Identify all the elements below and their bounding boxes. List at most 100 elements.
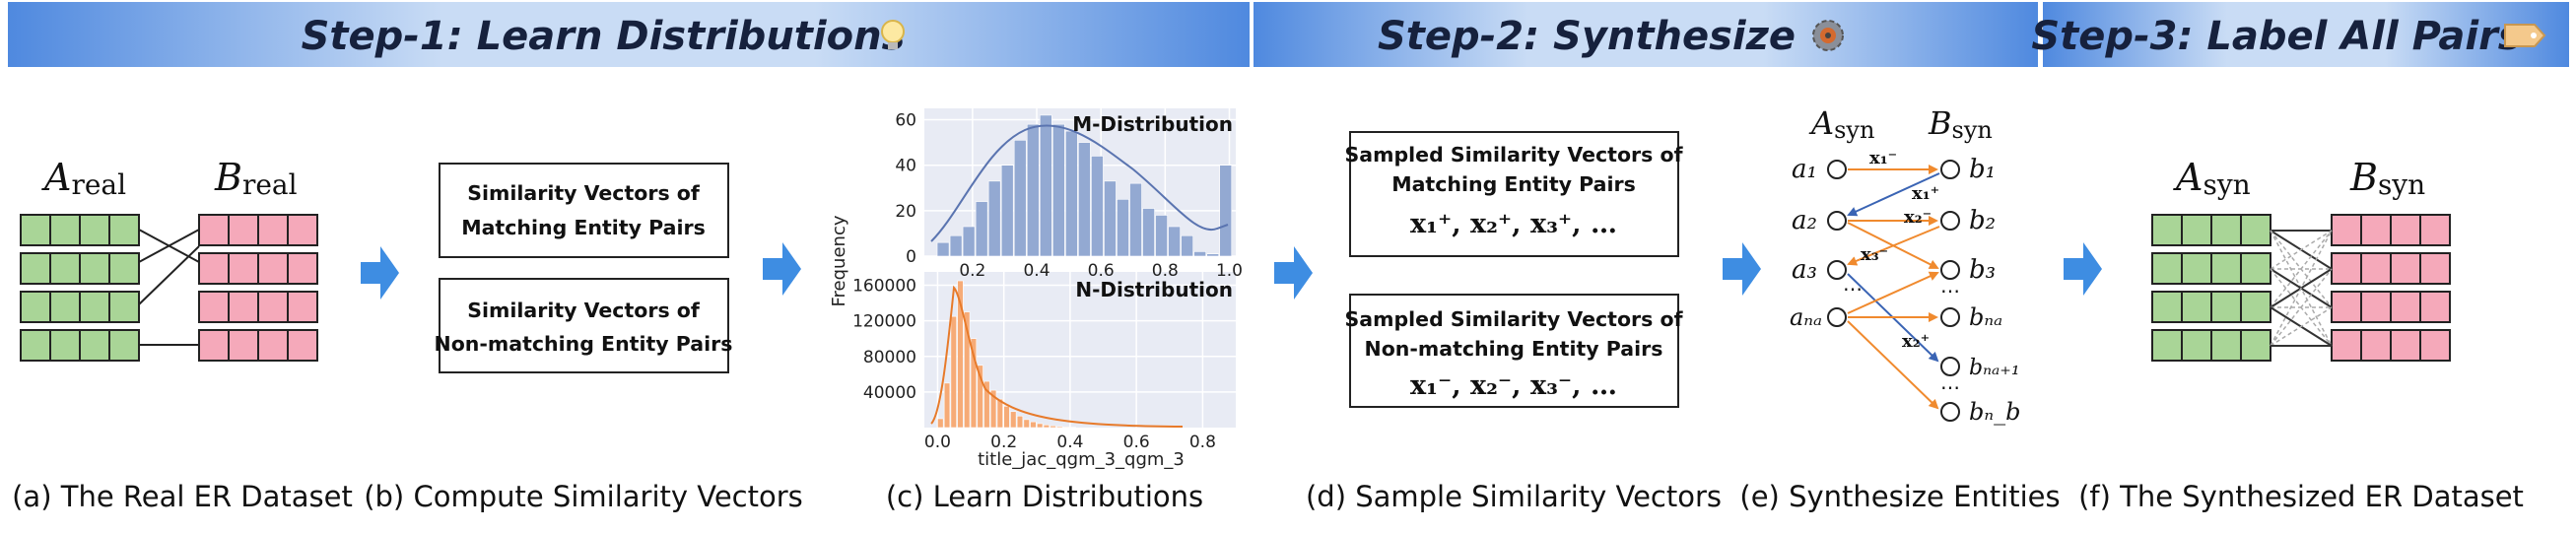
edge-ana-b3 <box>1847 271 1939 314</box>
table-a-syn-cell <box>2151 329 2183 362</box>
m-xtick: 0.2 <box>959 261 985 281</box>
table-b-real-cell <box>287 214 318 246</box>
node-b-ellipsis-1: ⋯ <box>1940 279 1960 302</box>
caption-f: (f) The Synthesized ER Dataset <box>2078 480 2524 513</box>
m-distribution-bar <box>1168 226 1181 257</box>
n-xaxis-label: title_jac_qgm_3_qgm_3 <box>978 449 1185 470</box>
sampled-nonmatching-line2: Non-matching Entity Pairs <box>1365 337 1663 361</box>
edge-label-x2-plus: x₂⁺ <box>1902 331 1930 352</box>
flow-arrow-ab <box>361 246 399 300</box>
n-distribution-bar <box>970 338 978 429</box>
n-distribution-bar <box>989 389 997 429</box>
table-b-real-cell <box>287 252 318 285</box>
a-syn-nodes: a₁ a₂ a₃ ⋯ aₙₐ <box>1790 155 1863 331</box>
table-b-real-cell <box>198 252 230 285</box>
table-a-real-cell <box>20 291 51 323</box>
edge-label-x3-minus: x₃⁻ <box>1861 244 1888 265</box>
table-a-syn-cell <box>2181 252 2212 285</box>
table-a-real-cell <box>49 252 81 285</box>
n-ytick: 40000 <box>863 383 916 403</box>
m-distribution-bars <box>936 114 1233 257</box>
m-distribution-bar <box>975 201 988 257</box>
flow-arrow-de <box>1723 242 1761 296</box>
m-distribution-bar <box>1129 182 1142 257</box>
m-distribution-bar <box>1181 234 1193 257</box>
table-a-syn-cell <box>2240 214 2271 246</box>
m-distribution-bar <box>1026 123 1040 257</box>
table-b-syn-cell <box>2390 252 2421 285</box>
table-b-real-label: Breal <box>214 156 298 201</box>
sampled-nonmatching-vectors: x₁⁻, x₂⁻, x₃⁻, … <box>1410 370 1617 401</box>
n-ytick: 80000 <box>863 348 916 367</box>
m-xtick: 0.8 <box>1152 261 1179 281</box>
table-a-real-cell <box>108 214 140 246</box>
table-a-real-cell <box>79 291 110 323</box>
n-xtick: 0.4 <box>1056 433 1083 452</box>
n-distribution-bar <box>1036 423 1044 429</box>
n-xtick: 0.0 <box>924 433 951 452</box>
table-a-real-cell <box>20 329 51 362</box>
n-distribution-bar <box>1016 415 1024 429</box>
node-bnb: bₙ_b <box>1969 398 2020 426</box>
n-distribution-bar <box>1030 421 1037 429</box>
edge-ana-bnb <box>1847 320 1939 410</box>
node-a3: a₃ <box>1792 255 1817 285</box>
node-bna1: bₙₐ₊₁ <box>1969 356 2020 380</box>
table-a-real-cell <box>108 329 140 362</box>
m-distribution-bar <box>1104 180 1117 257</box>
m-distribution-bar <box>1000 165 1014 257</box>
table-b-real-cell <box>257 291 289 323</box>
table-b-real-cell <box>287 329 318 362</box>
table-a-real-cell <box>20 214 51 246</box>
m-distribution-bar <box>949 234 963 257</box>
panel-c: Frequency M-Distribution N-Distribution … <box>829 108 1243 470</box>
caption-c: (c) Learn Distributions <box>886 480 1203 513</box>
table-a-syn <box>2151 214 2271 362</box>
table-a-syn-cell <box>2181 214 2212 246</box>
n-distribution-bar <box>1010 411 1017 429</box>
captions: (a) The Real ER Dataset (b) Compute Simi… <box>12 480 2524 513</box>
table-b-real-cell <box>228 214 259 246</box>
table-a-syn-cell <box>2181 291 2212 323</box>
table-b-syn-cell <box>2419 291 2451 323</box>
node-b-ellipsis-2: ⋯ <box>1940 375 1960 399</box>
flow-arrow-bc <box>763 242 801 296</box>
n-distribution-bar <box>977 365 983 429</box>
n-kde-curve <box>930 285 1184 428</box>
table-b-real-cell <box>228 291 259 323</box>
real-match-links <box>138 229 200 346</box>
m-distribution-bar <box>962 226 976 257</box>
m-ytick: 40 <box>895 157 916 176</box>
panel-e: Asyn Bsyn a₁ a₂ a₃ ⋯ aₙₐ <box>1790 104 2020 426</box>
caption-e: (e) Synthesize Entities <box>1739 480 2060 513</box>
table-b-real <box>198 214 318 362</box>
m-distribution-bar <box>1091 156 1104 257</box>
m-distribution-bar <box>1219 165 1233 257</box>
table-a-syn-cell <box>2210 214 2242 246</box>
table-b-real-cell <box>198 329 230 362</box>
m-ytick: 20 <box>895 202 916 222</box>
caption-a: (a) The Real ER Dataset <box>12 480 353 513</box>
table-b-syn-cell <box>2331 291 2362 323</box>
table-a-syn-cell <box>2210 291 2242 323</box>
table-a-syn-cell <box>2151 214 2183 246</box>
nonmatch-link <box>2270 268 2333 347</box>
n-distribution-bars <box>937 280 1076 429</box>
nonmatching-box-line2: Non-matching Entity Pairs <box>435 332 733 356</box>
node-b1: b₁ <box>1969 155 1996 184</box>
m-distribution-bar <box>1065 130 1078 257</box>
n-distribution-bar <box>1003 406 1010 429</box>
table-a-syn-cell <box>2240 329 2271 362</box>
m-distribution-bar <box>987 180 1001 257</box>
table-b-syn-cell <box>2360 291 2392 323</box>
node-a2: a₂ <box>1792 206 1817 235</box>
m-xtick: 0.6 <box>1088 261 1115 281</box>
panel-d: Sampled Similarity Vectors of Matching E… <box>1345 131 1684 408</box>
flow-arrow-cd <box>1274 246 1313 300</box>
caption-b: (b) Compute Similarity Vectors <box>364 480 803 513</box>
m-ytick: 0 <box>906 247 916 267</box>
nonmatch-link <box>2270 230 2333 308</box>
m-distribution-bar <box>936 241 950 257</box>
table-b-real-cell <box>257 252 289 285</box>
caption-d: (d) Sample Similarity Vectors <box>1306 480 1722 513</box>
